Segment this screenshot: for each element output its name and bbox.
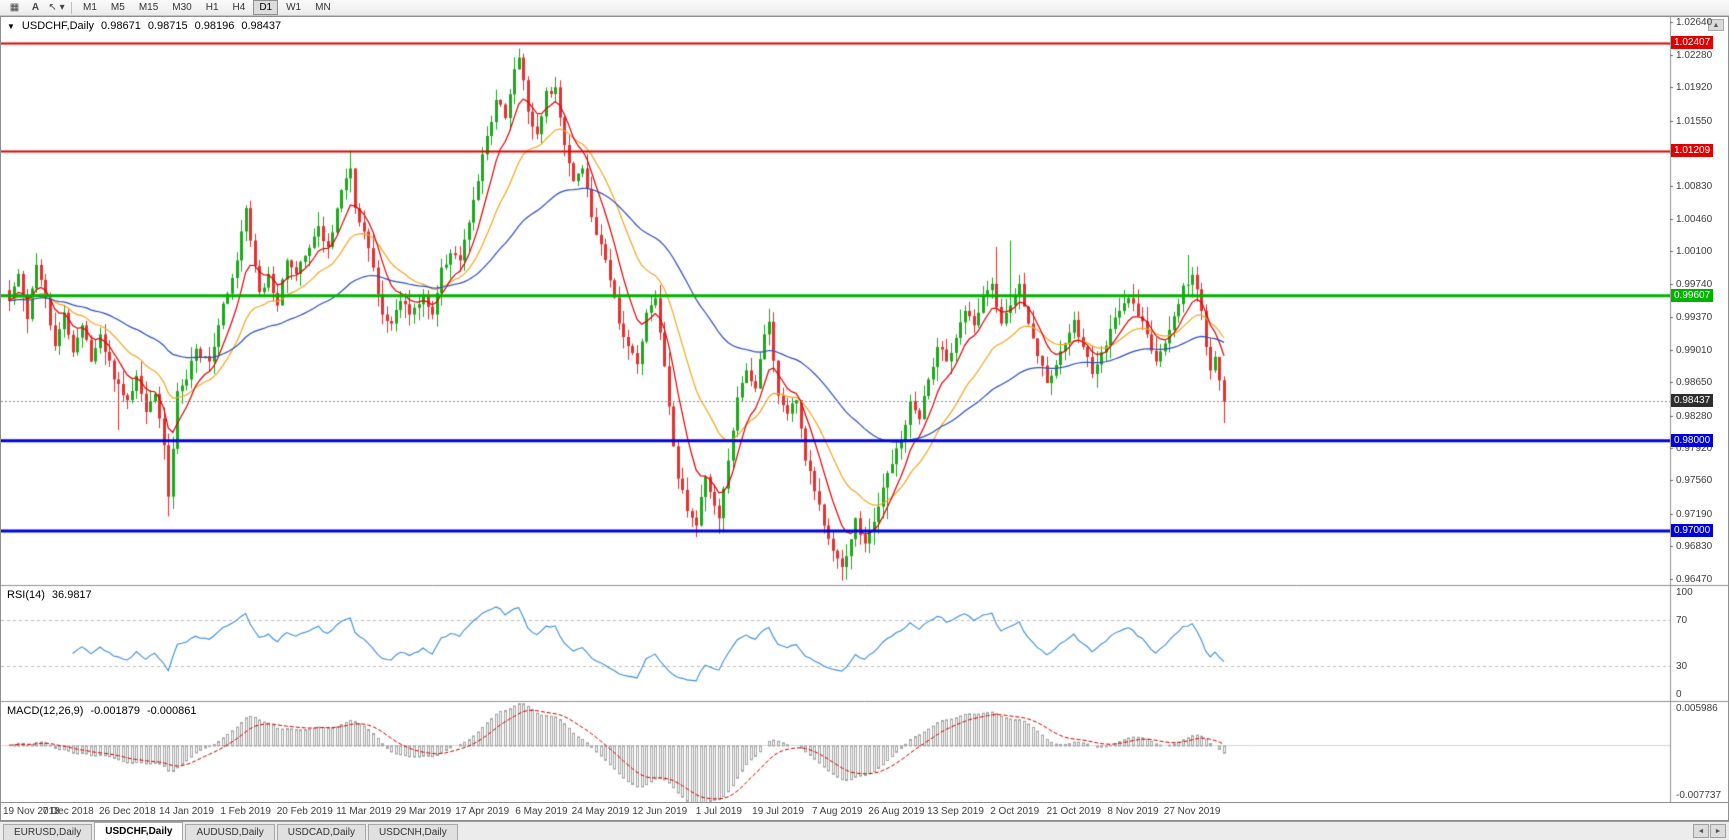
toolbar: ▦ A ↖ ▾ M1 M5 M15 M30 H1 H4 D1 W1 MN xyxy=(0,0,1729,16)
price-tick-label: 1.01550 xyxy=(1676,115,1713,127)
price-tick-label: 0.97920 xyxy=(1676,442,1713,454)
toolbar-separator xyxy=(71,1,72,14)
chart-tab-usdcad-daily[interactable]: USDCAD,Daily xyxy=(276,824,366,840)
macd-axis-label: 0.005986 xyxy=(1676,703,1718,714)
timeframe-button-m5[interactable]: M5 xyxy=(110,2,125,13)
quote-high: 0.98715 xyxy=(147,20,188,32)
price-tick-label: 0.97190 xyxy=(1676,508,1713,520)
price-tick-label: 0.98280 xyxy=(1676,410,1713,422)
cursor-tool-icon[interactable]: ↖ ▾ xyxy=(48,2,65,13)
price-tick-label: 1.01920 xyxy=(1676,82,1713,94)
timeframe-button-m15[interactable]: M15 xyxy=(138,2,159,13)
date-label: 12 Jun 2019 xyxy=(632,806,688,817)
price-tick-label: 1.02280 xyxy=(1676,49,1713,61)
macd-axis-label: -0.007737 xyxy=(1676,790,1722,801)
price-tick-label: 1.00460 xyxy=(1676,213,1713,225)
timeframe-button-w1[interactable]: W1 xyxy=(286,2,302,13)
chart-symbol-label: USDCHF,Daily xyxy=(21,20,95,32)
chart-collapse-icon[interactable]: ▼ xyxy=(7,21,15,31)
date-label: 7 Dec 2018 xyxy=(42,806,94,817)
date-label: 26 Dec 2018 xyxy=(98,806,156,817)
rsi-axis-label: 70 xyxy=(1676,615,1688,627)
price-tick-label: 0.97560 xyxy=(1676,475,1713,487)
price-tick-label: 0.99010 xyxy=(1676,344,1713,356)
level-price-box: 1.01209 xyxy=(1671,144,1714,158)
price-tick-label: 0.96470 xyxy=(1676,573,1713,585)
date-label: 6 May 2019 xyxy=(515,806,568,817)
price-chart-canvas[interactable] xyxy=(1,17,1728,802)
price-tick-label: 0.99370 xyxy=(1676,312,1713,324)
level-price-box: 1.02407 xyxy=(1671,36,1714,50)
rsi-axis-label: 100 xyxy=(1676,587,1693,598)
date-label: 11 Mar 2019 xyxy=(336,806,392,817)
quote-low: 0.98196 xyxy=(194,20,235,32)
date-label: 21 Oct 2019 xyxy=(1046,806,1102,817)
rsi-axis-label: 30 xyxy=(1676,660,1688,672)
quote-open: 0.98671 xyxy=(101,20,141,32)
price-tick-label: 0.99740 xyxy=(1676,278,1713,290)
timeframe-button-h1[interactable]: H1 xyxy=(205,2,219,13)
date-label: 24 May 2019 xyxy=(571,806,630,817)
rsi-axis-label: 0 xyxy=(1676,689,1682,700)
date-label: 2 Oct 2019 xyxy=(990,806,1040,817)
current-price-box: 0.98437 xyxy=(1671,394,1714,408)
chart-tab-usdcnh-daily[interactable]: USDCNH,Daily xyxy=(367,824,458,840)
date-label: 26 Aug 2019 xyxy=(868,806,925,817)
date-label: 1 Feb 2019 xyxy=(220,806,271,817)
chart-tab-usdchf-daily[interactable]: USDCHF,Daily xyxy=(94,822,184,840)
rsi-indicator-label: RSI(14) 36.9817 xyxy=(7,589,92,601)
price-tick-label: 1.00830 xyxy=(1676,180,1713,192)
price-tick-label: 1.02640 xyxy=(1676,17,1713,29)
timeframe-button-h4[interactable]: H4 xyxy=(232,2,246,13)
market-watch-grid-icon[interactable]: ▦ xyxy=(9,2,20,13)
timeframe-button-d1[interactable]: D1 xyxy=(253,0,279,15)
macd-indicator-label: MACD(12,26,9) -0.001879 -0.000861 xyxy=(7,705,197,717)
quote-close: 0.98437 xyxy=(241,20,282,32)
date-label: 8 Nov 2019 xyxy=(1107,806,1159,817)
rsi-name: RSI(14) xyxy=(7,589,45,601)
chart-header: ▼ USDCHF,Daily 0.98671 0.98715 0.98196 0… xyxy=(7,20,281,32)
price-tick-label: 1.00100 xyxy=(1676,246,1713,258)
toolbar-tool-group: ▦ A ↖ ▾ xyxy=(4,1,67,15)
price-tick-label: 0.98650 xyxy=(1676,377,1713,389)
macd-name: MACD(12,26,9) xyxy=(7,705,84,717)
time-axis: 19 Nov 2018 7 Dec 2018 26 Dec 2018 14 Jan 2… xyxy=(1,802,1728,820)
text-tool-icon[interactable]: A xyxy=(31,2,40,13)
date-label: 19 Jul 2019 xyxy=(752,806,804,817)
chart-tabs-bar: EURUSD,Daily USDCHF,Daily AUDUSD,Daily USDC… xyxy=(0,821,1729,840)
chart-scroll-up-button[interactable]: ▲ xyxy=(1708,19,1724,31)
timeframe-button-mn[interactable]: MN xyxy=(315,2,331,13)
date-label: 27 Nov 2019 xyxy=(1163,806,1221,817)
level-price-box: 0.97000 xyxy=(1671,523,1714,537)
date-label: 14 Jan 2019 xyxy=(158,806,214,817)
date-label: 7 Aug 2019 xyxy=(811,806,863,817)
date-label: 1 Jul 2019 xyxy=(695,806,742,817)
date-label: 13 Sep 2019 xyxy=(927,806,984,817)
timeframe-button-m30[interactable]: M30 xyxy=(172,2,192,13)
chart-tabs: EURUSD,Daily USDCHF,Daily AUDUSD,Daily USDC… xyxy=(3,822,460,840)
macd-value-signal: -0.000861 xyxy=(146,705,197,717)
chart-tab-audusd-daily[interactable]: AUDUSD,Daily xyxy=(185,824,275,840)
chart-window: ▼ USDCHF,Daily 0.98671 0.98715 0.98196 0… xyxy=(0,16,1729,821)
date-label: 19 Nov 2018 xyxy=(3,806,60,817)
rsi-value: 36.9817 xyxy=(51,589,92,601)
date-label: 17 Apr 2019 xyxy=(455,806,510,817)
level-price-box: 0.98000 xyxy=(1671,433,1714,447)
tab-scroll-left-button[interactable]: ◄ xyxy=(1693,824,1709,838)
timeframe-button-m1[interactable]: M1 xyxy=(83,2,97,13)
chart-tab-eurusd-daily[interactable]: EURUSD,Daily xyxy=(3,824,93,840)
price-tick-label: 0.96830 xyxy=(1676,541,1713,553)
date-label: 20 Feb 2019 xyxy=(276,806,333,817)
level-price-box: 0.99607 xyxy=(1671,288,1714,302)
tab-scroll-right-button[interactable]: ► xyxy=(1710,824,1726,838)
timeframe-button-group: M1 M5 M15 M30 H1 H4 D1 W1 MN xyxy=(76,0,338,15)
date-label: 29 Mar 2019 xyxy=(395,806,452,817)
macd-value-main: -0.001879 xyxy=(90,705,140,717)
